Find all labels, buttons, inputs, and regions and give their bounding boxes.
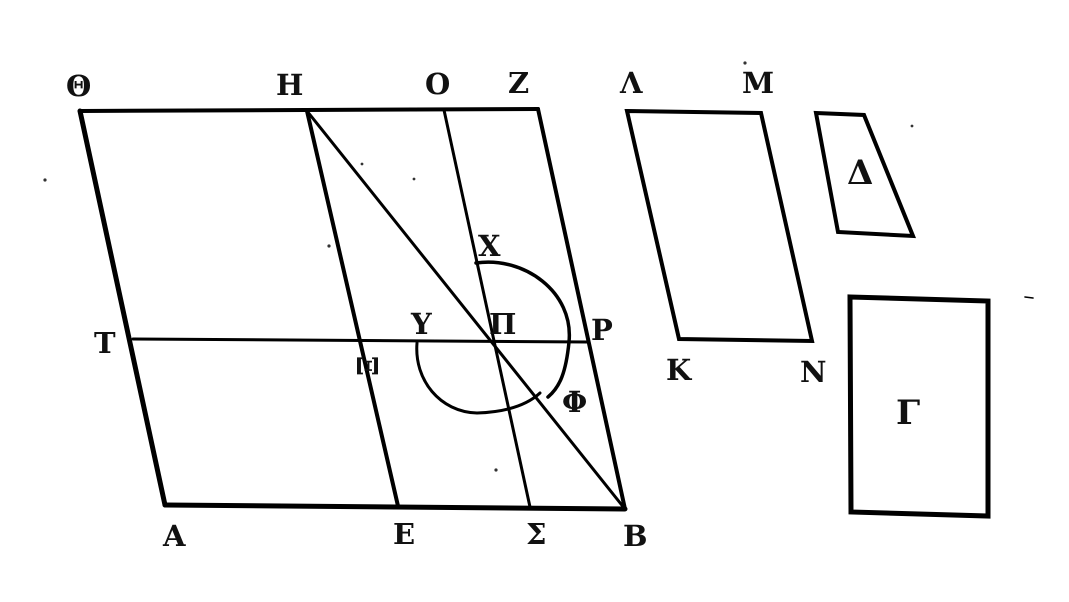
label-zeta: Z — [508, 66, 529, 100]
angle-arcs — [415, 260, 571, 415]
side-z-b — [536, 107, 627, 511]
interior-lines — [131, 108, 627, 511]
label-tau: T — [94, 326, 116, 360]
label-kappa: K — [666, 353, 693, 387]
speck — [743, 61, 747, 65]
line-t-p — [131, 337, 590, 344]
label-alpha: A — [162, 519, 186, 553]
arc-lower-left — [415, 341, 542, 415]
label-delta: Δ — [847, 153, 873, 193]
speck — [1024, 296, 1034, 299]
label-phi: Φ — [562, 385, 587, 419]
main-parallelogram — [77, 107, 628, 512]
speck — [360, 162, 364, 166]
rectangle-gamma — [847, 294, 991, 519]
line-h-e — [305, 109, 400, 508]
parallelogram-lmnk — [624, 108, 815, 344]
side-a-b — [162, 502, 628, 512]
shape-lmnk — [624, 108, 815, 344]
label-epsilon: E — [393, 517, 415, 551]
parallelogram-delta — [813, 110, 917, 239]
label-nu: N — [800, 355, 827, 389]
speck — [494, 468, 498, 472]
label-upsilon: Υ — [410, 307, 432, 341]
arc-upper-right — [474, 260, 571, 399]
speck — [43, 178, 47, 182]
label-pi: Π — [489, 307, 516, 341]
speck — [910, 124, 914, 128]
side-theta-a — [77, 108, 168, 508]
label-mu: M — [742, 66, 774, 100]
speck — [412, 177, 416, 181]
diagonal-h-b — [305, 109, 627, 511]
label-beta: B — [623, 519, 648, 553]
speck — [327, 244, 331, 248]
label-sigma: Σ — [526, 517, 547, 551]
labels: Θ H O Z Λ M T Ξ Υ Π P X Φ A E Σ B K N Δ … — [66, 66, 920, 553]
label-gamma: Γ — [896, 393, 920, 433]
line-o-sigma — [442, 108, 532, 509]
label-theta: Θ — [66, 69, 91, 103]
label-rho: P — [591, 313, 613, 347]
shape-gamma — [847, 294, 991, 519]
label-xi: Ξ — [350, 356, 384, 376]
label-chi: X — [478, 229, 501, 263]
label-lambda: Λ — [619, 66, 643, 100]
shape-delta — [813, 110, 917, 239]
label-eta: H — [276, 68, 303, 102]
side-theta-z — [78, 107, 540, 113]
label-omicron: O — [425, 67, 450, 101]
print-specks — [43, 61, 1034, 472]
